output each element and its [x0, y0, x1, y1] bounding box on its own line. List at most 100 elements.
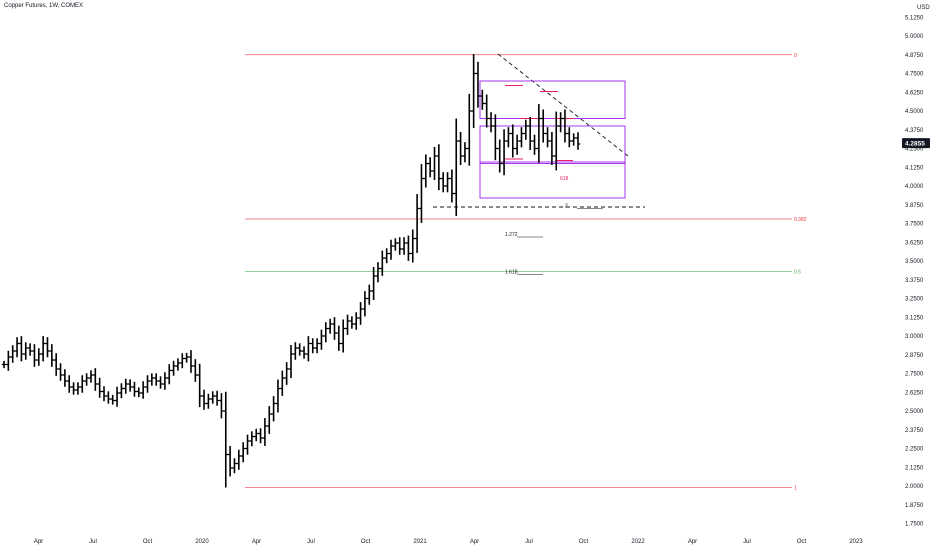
ohlc-bar [153, 373, 159, 386]
ohlc-bar [532, 134, 537, 155]
annotation-layer: 0 0.382 0.5 1 1.272 1.618 2 618 [245, 53, 807, 492]
ohlc-bar [6, 350, 11, 371]
ohlc-bar [454, 118, 459, 216]
y-tick-label: 4.6250 [905, 90, 924, 96]
ohlc-bar [397, 237, 402, 255]
extension-label: 1.272 [505, 232, 518, 238]
ohlc-bar [110, 394, 115, 405]
ohlc-bar [62, 369, 68, 387]
ohlc-bar [306, 336, 311, 362]
ohlc-bar [140, 381, 146, 399]
ohlc-bar [1, 360, 7, 369]
ohlc-bar [423, 154, 429, 188]
ohlc-bar [419, 164, 424, 223]
ohlc-bar [232, 458, 237, 474]
ohlc-bar [145, 375, 150, 393]
price-bars [1, 54, 581, 488]
ohlc-bar [171, 360, 176, 376]
ohlc-bar [236, 449, 242, 470]
ohlc-bar [45, 337, 50, 358]
y-tick-label: 4.3750 [905, 128, 924, 134]
ohlc-bar [484, 94, 489, 128]
ohlc-bar [88, 370, 94, 383]
y-tick-label: 2.3750 [905, 428, 924, 434]
zone-box [479, 161, 626, 199]
ohlc-bar [93, 368, 98, 391]
ohlc-bar [275, 379, 281, 413]
ohlc-bar [36, 348, 41, 366]
y-tick-label: 2.6250 [905, 390, 924, 396]
fib-level-label: 1 [794, 486, 797, 492]
ohlc-bar [314, 338, 320, 354]
ohlc-bar [371, 267, 376, 300]
ohlc-bar [458, 132, 463, 165]
ohlc-bar [440, 172, 446, 193]
ohlc-bar [480, 89, 485, 110]
ohlc-bar [188, 350, 194, 373]
ohlc-bar [558, 112, 563, 133]
ohlc-bar [136, 387, 142, 398]
x-tick-label: Oct [797, 539, 807, 545]
ohlc-bar [158, 376, 163, 389]
ohlc-bar [497, 139, 502, 173]
ohlc-bar [184, 352, 189, 363]
ohlc-bar [84, 373, 89, 386]
ohlc-bar [467, 93, 472, 166]
zone-box [479, 80, 626, 119]
ohlc-bar [267, 406, 272, 434]
ohlc-bar [19, 336, 24, 362]
last-price-label: 4.2855 [905, 141, 925, 148]
ohlc-bar [367, 284, 372, 305]
ohlc-bar [527, 117, 533, 150]
ohlc-bar [245, 434, 250, 455]
last-price-badge [902, 138, 930, 149]
y-tick-label: 3.2500 [905, 297, 924, 303]
ohlc-bar [523, 119, 529, 140]
ohlc-bar [536, 104, 542, 163]
ohlc-bar [227, 446, 233, 477]
x-tick-label: Apr [688, 539, 697, 545]
ohlc-bar [240, 442, 246, 463]
y-tick-label: 3.3750 [905, 278, 924, 284]
ohlc-bar [271, 396, 276, 422]
ohlc-bar [119, 383, 124, 399]
ohlc-bar [549, 132, 555, 165]
ohlc-bar [332, 317, 337, 340]
ohlc-bar [375, 262, 381, 283]
ohlc-bar [106, 391, 111, 404]
ohlc-bar [223, 391, 228, 488]
ohlc-bar [345, 314, 350, 335]
y-tick-label: 2.8750 [905, 353, 924, 359]
y-tick-label: 2.2500 [905, 447, 924, 453]
y-tick-label: 4.8750 [905, 53, 924, 59]
y-tick-label: 3.6250 [905, 240, 924, 246]
y-tick-label: 1.7500 [905, 522, 924, 528]
ohlc-bar [493, 114, 498, 161]
ohlc-bar [358, 302, 363, 325]
ohlc-bar [401, 237, 407, 255]
y-tick-label: 1.8750 [905, 503, 924, 509]
extension-label: 2 [565, 204, 568, 210]
ohlc-bar [514, 134, 520, 155]
y-tick-label: 2.0000 [905, 484, 924, 490]
ohlc-bar [510, 124, 515, 158]
y-tick-label: 2.7500 [905, 372, 924, 378]
ohlc-bar [436, 144, 442, 191]
fib-level-label: 0 [794, 53, 797, 59]
y-tick-label: 4.0000 [905, 184, 924, 190]
zone-label: 618 [560, 176, 569, 182]
ohlc-bar [67, 375, 72, 393]
ohlc-bar [284, 362, 289, 385]
ohlc-bar [293, 342, 298, 360]
ohlc-bar [393, 238, 398, 251]
x-tick-label: Jul [525, 539, 533, 545]
ohlc-bar [53, 353, 59, 376]
ohlc-bar [32, 344, 37, 367]
chart-title: Copper Futures, 1W, COMEX [4, 3, 84, 9]
ohlc-bar [210, 391, 215, 404]
x-tick-label: Jul [743, 539, 751, 545]
fib-level-label: 0.382 [794, 217, 807, 223]
ohlc-bar [414, 194, 420, 253]
ohlc-bar [262, 418, 268, 446]
